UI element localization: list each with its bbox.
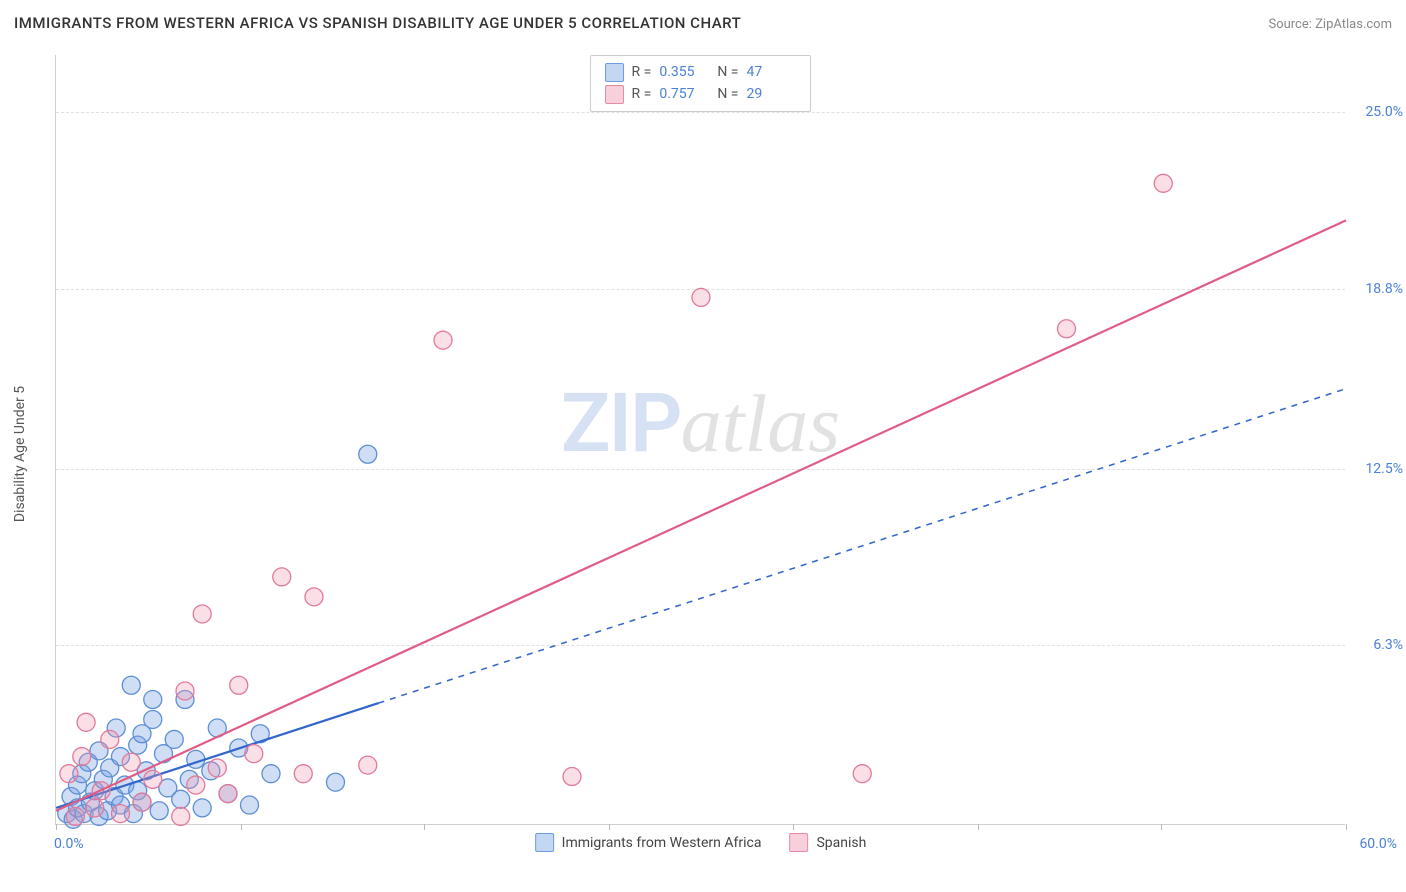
scatter-point xyxy=(60,765,78,783)
scatter-point xyxy=(187,776,205,794)
y-tick-label: 12.5% xyxy=(1365,461,1403,477)
scatter-point xyxy=(122,676,140,694)
scatter-point xyxy=(359,445,377,463)
scatter-point xyxy=(172,807,190,825)
x-tick xyxy=(1346,824,1347,830)
scatter-point xyxy=(172,790,190,808)
scatter-point xyxy=(193,605,211,623)
scatter-point xyxy=(122,753,140,771)
scatter-point xyxy=(165,730,183,748)
scatter-point xyxy=(1058,320,1076,338)
legend-row-series-b: R = 0.757 N = 29 xyxy=(605,83,797,105)
scatter-canvas xyxy=(56,55,1345,824)
scatter-point xyxy=(853,765,871,783)
scatter-point xyxy=(77,713,95,731)
scatter-point xyxy=(1154,174,1172,192)
scatter-point xyxy=(305,588,323,606)
x-tick xyxy=(609,824,610,830)
correlation-legend: R = 0.355 N = 47 R = 0.757 N = 29 xyxy=(590,55,812,112)
r-label: R = xyxy=(632,61,652,83)
x-tick xyxy=(424,824,425,830)
legend-item-b: Spanish xyxy=(789,833,866,852)
n-label: N = xyxy=(717,61,738,83)
x-tick xyxy=(241,824,242,830)
scatter-point xyxy=(112,805,130,823)
n-value-b: 29 xyxy=(746,83,796,105)
legend-label-b: Spanish xyxy=(816,835,866,851)
scatter-point xyxy=(327,773,345,791)
scatter-point xyxy=(434,331,452,349)
scatter-point xyxy=(241,796,259,814)
x-axis-max-label: 60.0% xyxy=(1359,836,1397,852)
scatter-point xyxy=(230,676,248,694)
scatter-point xyxy=(66,807,84,825)
chart-title: IMMIGRANTS FROM WESTERN AFRICA VS SPANIS… xyxy=(14,14,741,32)
scatter-point xyxy=(86,799,104,817)
y-tick-label: 18.8% xyxy=(1365,281,1403,297)
r-value-a: 0.355 xyxy=(659,61,709,83)
x-tick xyxy=(56,824,57,830)
trend-line-solid xyxy=(56,220,1346,810)
scatter-point xyxy=(193,799,211,817)
scatter-point xyxy=(219,785,237,803)
r-label: R = xyxy=(632,83,652,105)
scatter-point xyxy=(359,756,377,774)
scatter-point xyxy=(144,691,162,709)
legend-swatch-a xyxy=(605,63,624,82)
scatter-point xyxy=(273,568,291,586)
trend-line-dashed xyxy=(379,389,1347,703)
y-tick-label: 25.0% xyxy=(1365,104,1403,120)
x-tick xyxy=(793,824,794,830)
scatter-point xyxy=(692,288,710,306)
scatter-point xyxy=(563,768,581,786)
y-axis-label: Disability Age Under 5 xyxy=(12,386,28,522)
legend-swatch-b xyxy=(605,85,624,104)
r-value-b: 0.757 xyxy=(659,83,709,105)
scatter-point xyxy=(176,682,194,700)
chart-plot-area: ZIPatlas 6.3%12.5%18.8%25.0% 0.0% 60.0% … xyxy=(55,55,1345,825)
series-legend: Immigrants from Western Africa Spanish xyxy=(535,833,867,852)
scatter-point xyxy=(294,765,312,783)
n-label: N = xyxy=(717,83,738,105)
n-value-a: 47 xyxy=(746,61,796,83)
legend-swatch-a-icon xyxy=(535,833,554,852)
scatter-point xyxy=(262,765,280,783)
scatter-point xyxy=(245,745,263,763)
legend-swatch-b-icon xyxy=(789,833,808,852)
scatter-point xyxy=(101,730,119,748)
scatter-point xyxy=(150,802,168,820)
scatter-point xyxy=(144,770,162,788)
scatter-point xyxy=(144,710,162,728)
x-tick xyxy=(1161,824,1162,830)
x-axis-min-label: 0.0% xyxy=(54,836,84,852)
legend-item-a: Immigrants from Western Africa xyxy=(535,833,762,852)
scatter-point xyxy=(133,793,151,811)
legend-row-series-a: R = 0.355 N = 47 xyxy=(605,61,797,83)
scatter-point xyxy=(208,759,226,777)
x-tick xyxy=(978,824,979,830)
legend-label-a: Immigrants from Western Africa xyxy=(562,835,762,851)
scatter-point xyxy=(73,748,91,766)
source-attribution: Source: ZipAtlas.com xyxy=(1268,17,1392,32)
y-tick-label: 6.3% xyxy=(1373,637,1403,653)
